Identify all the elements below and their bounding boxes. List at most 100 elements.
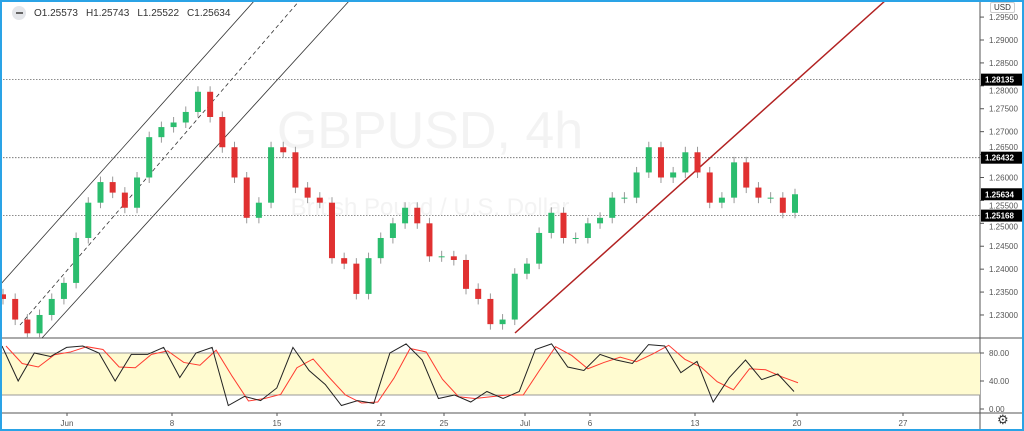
price-label-bg [981, 188, 1024, 201]
candle-body [450, 256, 457, 260]
candle [0, 288, 6, 305]
time-tick-label: 13 [691, 419, 700, 428]
candle [621, 192, 628, 204]
candle [463, 254, 470, 295]
candle-body [231, 147, 238, 178]
price-tick-label: 1.29000 [989, 36, 1018, 45]
channel-mid-line [19, 0, 301, 326]
price-tick-label: 1.24500 [989, 242, 1018, 251]
candle-body [779, 197, 786, 213]
candle [353, 258, 360, 300]
candle-body [414, 207, 421, 224]
stoch-tick-label: 80.00 [989, 349, 1010, 358]
price-tick-label: 1.23000 [989, 311, 1018, 320]
candle [109, 176, 116, 199]
candle-body [670, 172, 677, 178]
candle [584, 217, 591, 244]
time-tick-label: 6 [588, 419, 593, 428]
candle-body [438, 256, 445, 258]
parallel-channel [0, 0, 351, 339]
candle [341, 252, 348, 270]
candle [97, 176, 104, 209]
candle [633, 166, 640, 204]
candle-body [243, 177, 250, 218]
time-tick-label: 27 [899, 419, 908, 428]
candle-body [292, 152, 299, 188]
candle [182, 106, 189, 128]
legend-high: H1.25743 [85, 7, 130, 19]
candle [12, 293, 19, 326]
candle-body [755, 187, 762, 198]
candle [706, 166, 713, 209]
time-tick-label: 8 [170, 419, 175, 428]
watermark-description: British Pound / U.S. Dollar [291, 194, 570, 221]
candle [511, 268, 518, 326]
time-tick-label: 22 [377, 419, 386, 428]
candle [389, 217, 396, 244]
candle-body [657, 147, 664, 178]
candle [694, 146, 701, 178]
gear-icon[interactable]: ⚙ [997, 412, 1009, 427]
currency-button[interactable]: USD [990, 2, 1015, 13]
candle-body [36, 314, 43, 334]
candle [755, 182, 762, 204]
candle-body [475, 288, 482, 299]
candle-body [718, 197, 725, 203]
candle-body [682, 152, 689, 173]
candle [767, 192, 774, 204]
candle-body [182, 111, 189, 123]
candle [170, 116, 177, 133]
candle [36, 309, 43, 339]
candle-body [560, 212, 567, 238]
candle [499, 314, 506, 330]
candle [377, 232, 384, 264]
price-label: 1.26432 [985, 154, 1014, 163]
candle-body [597, 217, 604, 224]
price-tick-label: 1.29500 [989, 13, 1018, 22]
candle-body [402, 207, 409, 224]
candle-body [792, 194, 798, 213]
price-tick-label: 1.28000 [989, 87, 1018, 96]
candle-body [706, 172, 713, 203]
time-tick-label: Jul [520, 419, 530, 428]
candle-body [134, 177, 141, 208]
candle-body [536, 232, 543, 264]
candle-body [268, 147, 275, 203]
candle-body [463, 259, 470, 289]
candle-body [255, 202, 262, 218]
stoch-band [0, 353, 980, 395]
collapse-legend-icon[interactable] [12, 6, 26, 20]
candle-body [633, 172, 640, 198]
candle [24, 314, 31, 339]
candle-body [280, 147, 287, 153]
candle-body [121, 192, 128, 208]
candle-body [743, 162, 750, 188]
stoch-tick-label: 40.00 [989, 377, 1010, 386]
candle [194, 86, 201, 118]
candle-body [48, 298, 55, 315]
candle [48, 293, 55, 321]
candle [792, 188, 798, 219]
candle-body [609, 197, 616, 218]
candle-body [487, 298, 494, 325]
candle [523, 258, 530, 280]
legend-open: O1.25573 [34, 7, 78, 19]
price-label: 1.25168 [985, 212, 1014, 221]
candle [255, 197, 262, 224]
candles [0, 86, 798, 339]
candle [231, 141, 238, 183]
candle [207, 86, 214, 123]
candle [718, 192, 725, 209]
candle [304, 182, 311, 204]
candle-body [731, 162, 738, 198]
candle-body [24, 319, 31, 334]
stoch-d-line [5, 344, 799, 404]
price-tick-label: 1.25500 [989, 201, 1018, 210]
candle [121, 187, 128, 214]
candle-body [548, 212, 555, 233]
candle-body [12, 298, 19, 320]
candle [158, 121, 165, 143]
price-tick-label: 1.26000 [989, 173, 1018, 182]
candle-body [73, 237, 80, 283]
